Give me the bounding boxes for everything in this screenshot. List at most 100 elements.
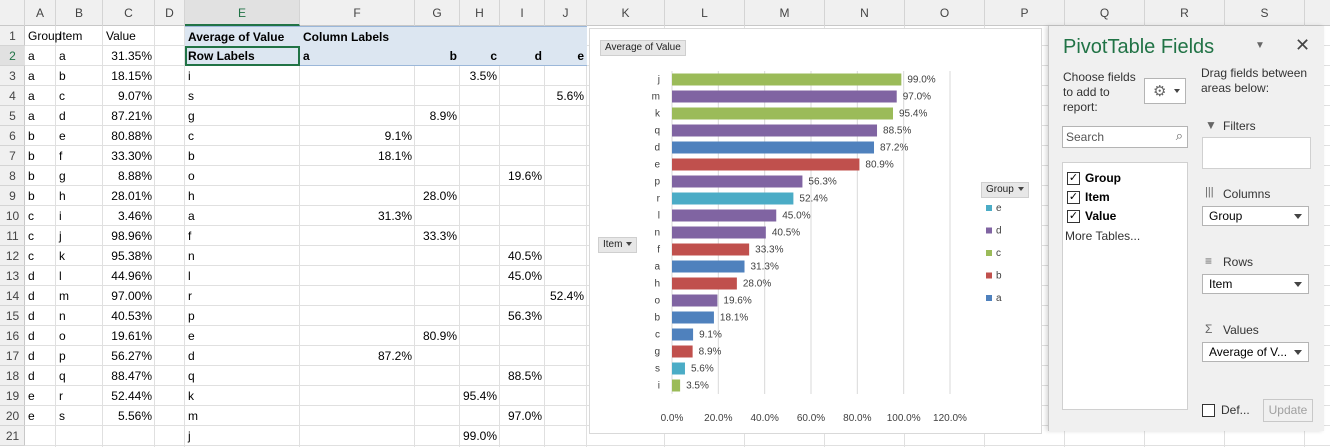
pivot-row-labels[interactable]: Row Labels [185, 46, 300, 66]
field-checkbox[interactable]: ✓ [1067, 172, 1080, 185]
pivot-group-header[interactable]: b [415, 46, 460, 66]
group-cell[interactable]: b [28, 129, 35, 143]
legend-field-button[interactable]: Group [981, 182, 1029, 198]
pivot-value-cell[interactable]: 28.0% [422, 189, 457, 203]
source-header-cell[interactable]: Group [28, 29, 62, 43]
column-header-o[interactable]: O [905, 0, 985, 26]
value-cell[interactable]: 18.15% [111, 69, 152, 83]
group-cell[interactable]: b [28, 189, 35, 203]
pivot-row-label[interactable]: e [188, 329, 195, 343]
rows-field-dropdown[interactable]: Item [1202, 274, 1309, 294]
item-cell[interactable]: f [59, 149, 63, 163]
item-cell[interactable]: p [59, 349, 66, 363]
value-cell[interactable]: 88.47% [111, 369, 152, 383]
pivot-value-cell[interactable]: 88.5% [507, 369, 542, 383]
pivot-group-header[interactable]: d [500, 46, 545, 66]
pivot-row-label[interactable]: f [188, 229, 192, 243]
row-header[interactable]: 11 [0, 226, 25, 246]
row-header[interactable]: 8 [0, 166, 25, 186]
pivot-row-label[interactable]: l [188, 269, 191, 283]
item-cell[interactable]: d [59, 109, 66, 123]
column-header-l[interactable]: L [665, 0, 745, 26]
row-header[interactable]: 16 [0, 326, 25, 346]
pivot-row-label[interactable]: d [188, 349, 195, 363]
column-header-m[interactable]: M [745, 0, 825, 26]
row-header[interactable]: 9 [0, 186, 25, 206]
pivot-row-label[interactable]: a [188, 209, 195, 223]
group-cell[interactable]: e [28, 409, 35, 423]
row-header[interactable]: 21 [0, 426, 25, 446]
pivot-row-label[interactable]: j [188, 429, 191, 443]
column-header-f[interactable]: F [300, 0, 415, 26]
item-cell[interactable]: k [59, 249, 65, 263]
pivot-group-header[interactable]: e [545, 46, 587, 66]
column-header-r[interactable]: R [1145, 0, 1225, 26]
column-header-a[interactable]: A [25, 0, 56, 26]
pivot-row-label[interactable]: n [188, 249, 195, 263]
column-header-e[interactable]: E [185, 0, 300, 26]
tools-button[interactable]: ⚙ [1144, 78, 1186, 104]
columns-field-dropdown[interactable]: Group [1202, 206, 1309, 226]
pivot-value-cell[interactable]: 19.6% [507, 169, 542, 183]
pivot-value-cell[interactable]: 99.0% [463, 429, 498, 443]
row-header[interactable]: 12 [0, 246, 25, 266]
value-cell[interactable]: 28.01% [111, 189, 152, 203]
group-cell[interactable]: d [28, 309, 35, 323]
source-header-cell[interactable]: Item [59, 29, 83, 43]
column-header-k[interactable]: K [587, 0, 665, 26]
pivot-row-label[interactable]: p [188, 309, 195, 323]
value-cell[interactable]: 95.38% [111, 249, 152, 263]
column-header-d[interactable]: D [155, 0, 185, 26]
column-header-h[interactable]: H [460, 0, 500, 26]
update-button[interactable]: Update [1263, 399, 1313, 422]
item-cell[interactable]: c [59, 89, 65, 103]
group-cell[interactable]: e [28, 389, 35, 403]
item-cell[interactable]: n [59, 309, 66, 323]
column-header-p[interactable]: P [985, 0, 1065, 26]
row-header[interactable]: 20 [0, 406, 25, 426]
filters-area[interactable] [1202, 137, 1311, 169]
value-cell[interactable]: 52.44% [111, 389, 152, 403]
item-cell[interactable]: l [59, 269, 62, 283]
field-checkbox[interactable]: ✓ [1067, 210, 1080, 223]
item-cell[interactable]: g [59, 169, 66, 183]
defer-update-checkbox[interactable] [1202, 404, 1215, 417]
pivot-value-cell[interactable]: 97.0% [507, 409, 542, 423]
search-field[interactable]: Search ⌕ [1062, 126, 1188, 148]
close-icon[interactable]: ✕ [1295, 35, 1311, 55]
select-all-corner[interactable] [0, 0, 25, 26]
group-cell[interactable]: a [28, 89, 35, 103]
group-cell[interactable]: a [28, 49, 35, 63]
value-cell[interactable]: 8.88% [117, 169, 152, 183]
value-cell[interactable]: 98.96% [111, 229, 152, 243]
group-cell[interactable]: c [28, 229, 34, 243]
column-header-b[interactable]: B [56, 0, 103, 26]
pivot-value-cell[interactable]: 31.3% [377, 209, 412, 223]
pivot-value-cell[interactable]: 8.9% [429, 109, 457, 123]
value-cell[interactable]: 9.07% [117, 89, 152, 103]
pivot-value-cell[interactable]: 5.6% [556, 89, 584, 103]
value-cell[interactable]: 56.27% [111, 349, 152, 363]
axis-field-button[interactable]: Item [598, 237, 638, 253]
value-cell[interactable]: 3.46% [117, 209, 152, 223]
value-cell[interactable]: 97.00% [111, 289, 152, 303]
row-header[interactable]: 14 [0, 286, 25, 306]
column-header-n[interactable]: N [825, 0, 905, 26]
group-cell[interactable]: b [28, 169, 35, 183]
pivot-value-cell[interactable]: 40.5% [507, 249, 542, 263]
group-cell[interactable]: c [28, 209, 34, 223]
value-field-button[interactable]: Average of Value [600, 40, 686, 56]
pivot-group-header[interactable]: c [460, 46, 500, 66]
row-header[interactable]: 4 [0, 86, 25, 106]
pivot-group-header[interactable]: a [300, 46, 415, 66]
pivot-value-cell[interactable]: 56.3% [507, 309, 542, 323]
row-header[interactable]: 1 [0, 26, 25, 46]
pivot-value-cell[interactable]: 87.2% [377, 349, 412, 363]
value-cell[interactable]: 40.53% [111, 309, 152, 323]
pivot-row-label[interactable]: m [188, 409, 198, 423]
field-checkbox[interactable]: ✓ [1067, 191, 1080, 204]
pivot-value-label[interactable]: Average of Value [185, 26, 300, 46]
row-header[interactable]: 19 [0, 386, 25, 406]
pivot-chart[interactable]: Average of Value Item Group 0.0% 20.0% 40.… [589, 28, 1042, 434]
pivot-row-label[interactable]: b [188, 149, 195, 163]
